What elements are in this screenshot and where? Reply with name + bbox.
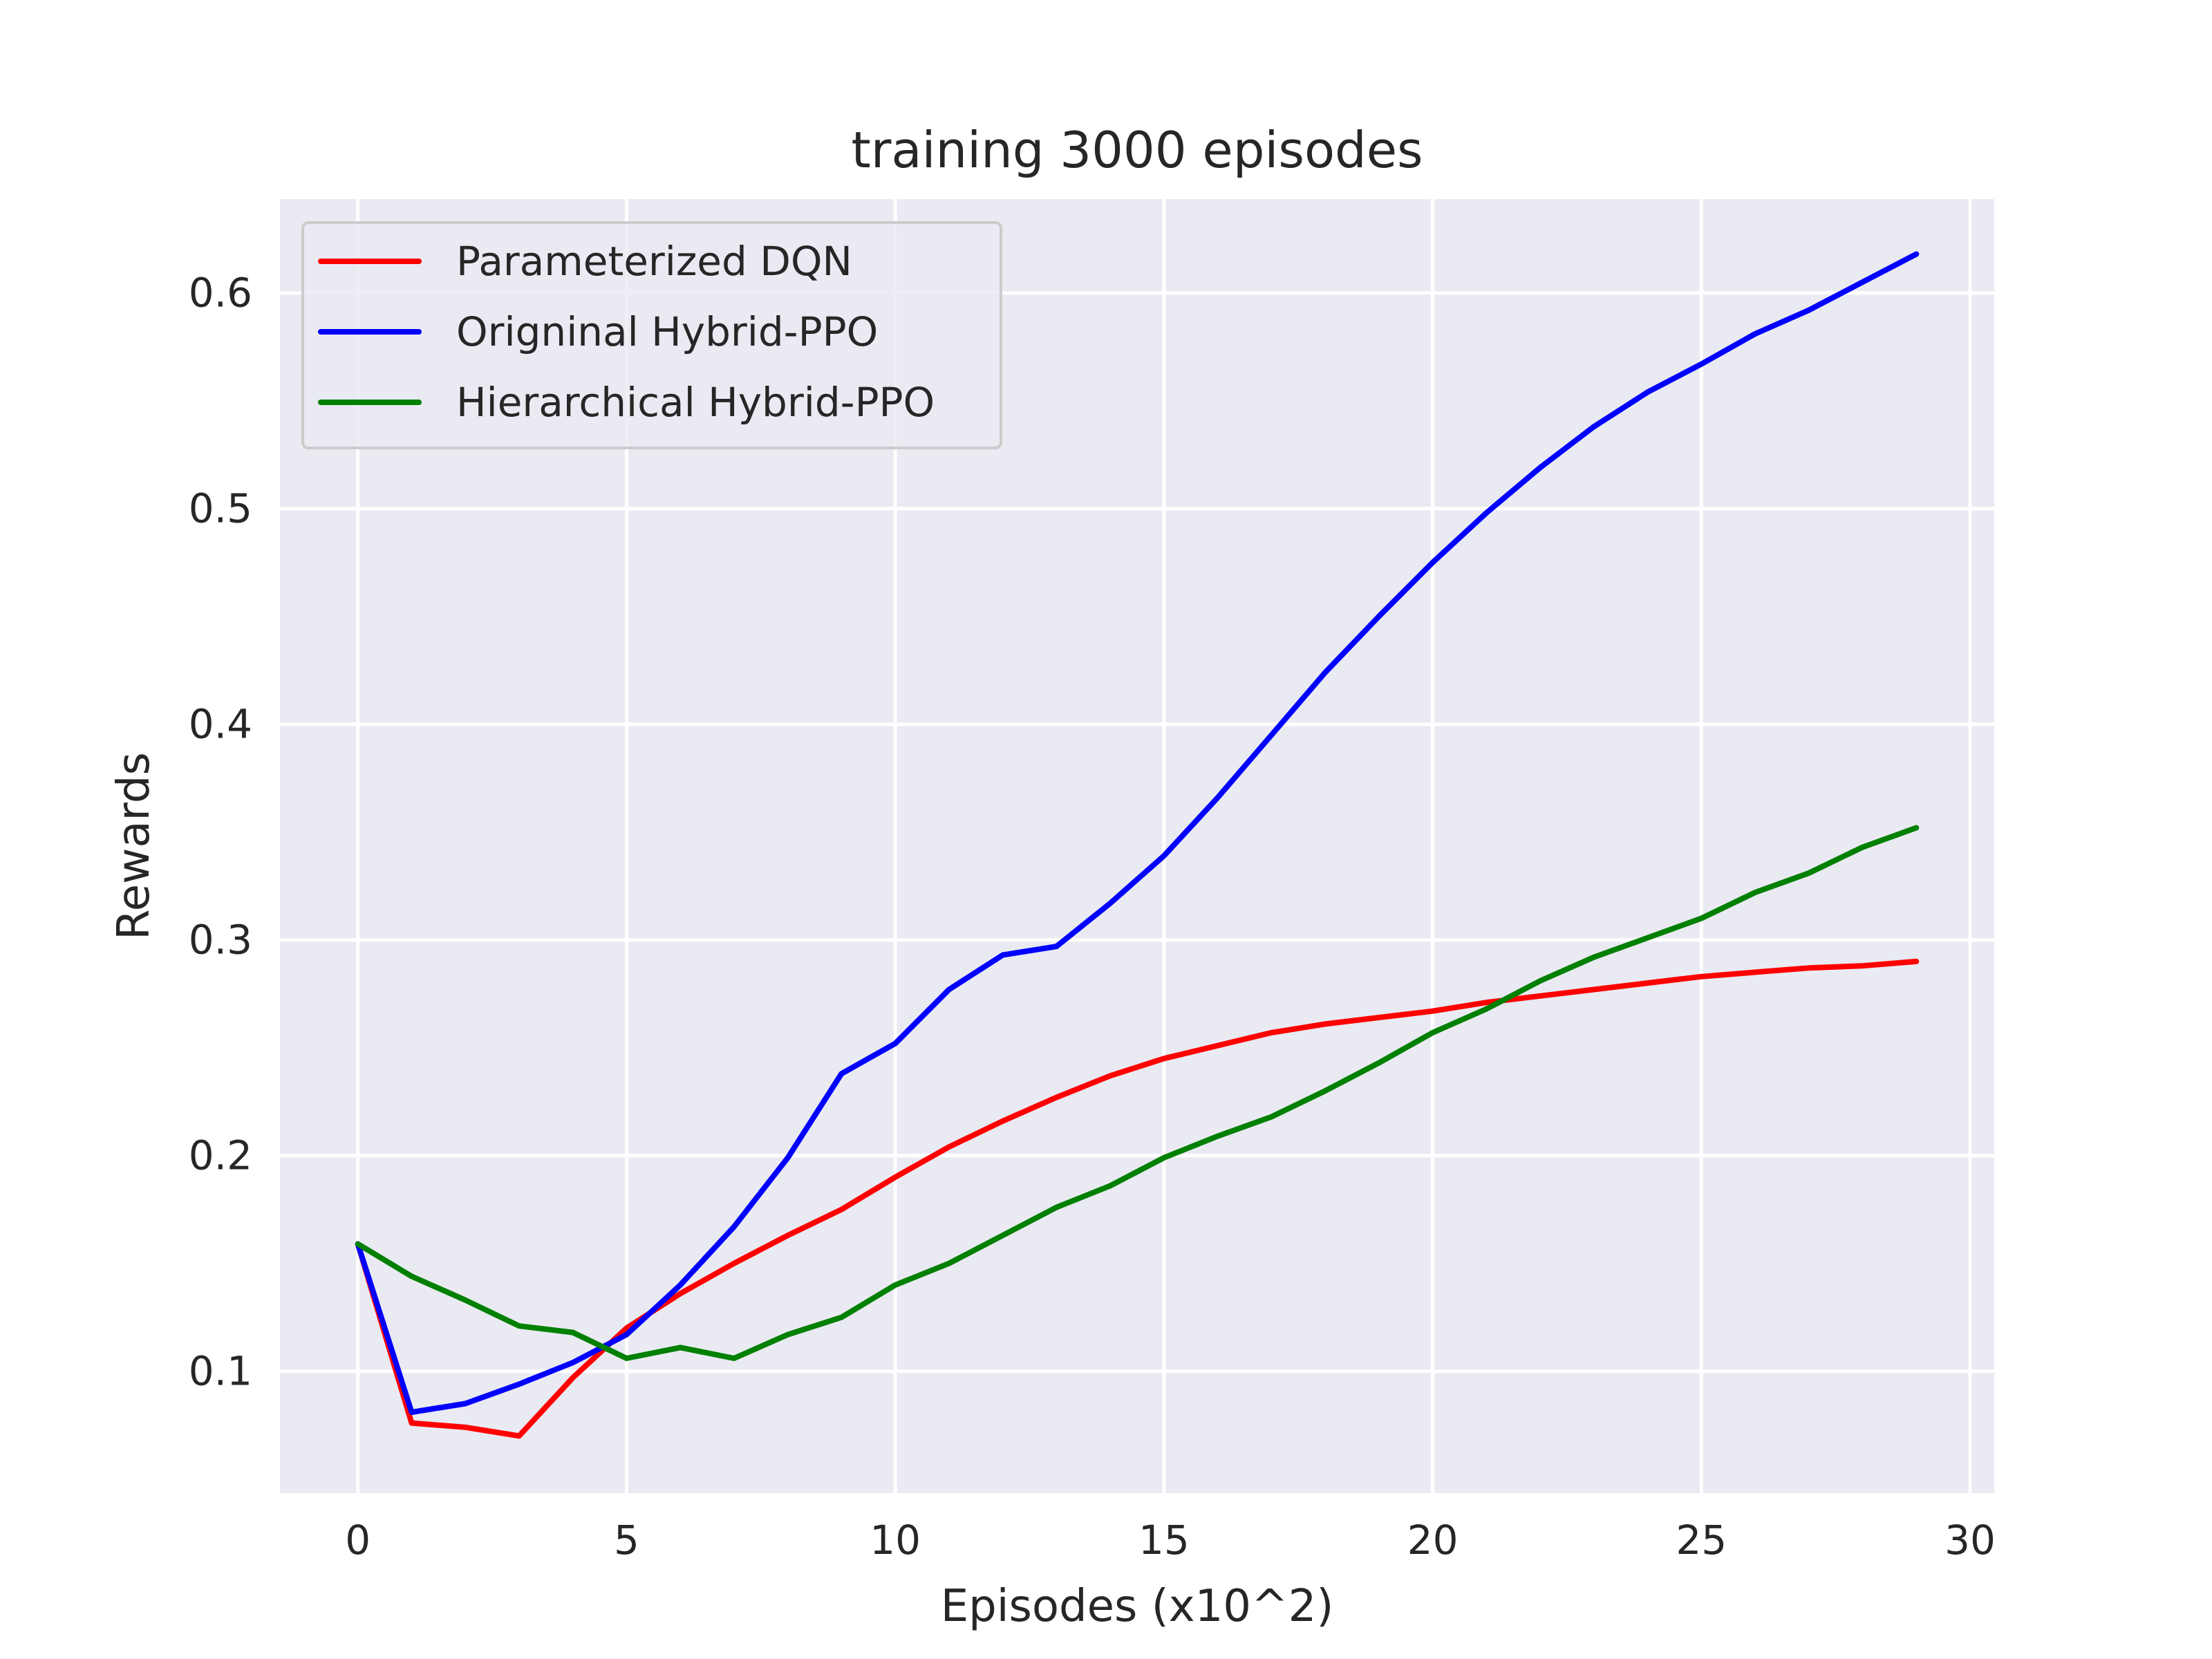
- x-tick-label: 0: [345, 1517, 371, 1564]
- y-tick-label: 0.1: [189, 1348, 252, 1395]
- x-tick-label: 25: [1676, 1517, 1727, 1564]
- legend-label: Origninal Hybrid-PPO: [456, 308, 878, 355]
- y-tick-label: 0.3: [189, 917, 252, 964]
- y-tick-label: 0.2: [189, 1132, 252, 1179]
- x-tick-label: 15: [1138, 1517, 1190, 1564]
- series-line-hierarchical-hybrid-ppo: [355, 825, 1920, 1361]
- tick-labels: 0 5 10 15 20 25 30 0.1 0.2 0.3 0.4 0.5 0.6: [189, 270, 1996, 1564]
- x-tick-label: 10: [870, 1517, 921, 1564]
- legend-label: Parameterized DQN: [456, 238, 852, 285]
- chart-title: training 3000 episodes: [851, 121, 1423, 179]
- legend-label: Hierarchical Hybrid-PPO: [456, 379, 935, 426]
- x-tick-label: 20: [1407, 1517, 1459, 1564]
- y-tick-label: 0.5: [189, 485, 252, 532]
- series-layer: [355, 251, 1920, 1439]
- series-line-origninal-hybrid-ppo: [355, 251, 1920, 1415]
- x-tick-label: 30: [1944, 1517, 1996, 1564]
- y-axis-label: Rewards: [109, 752, 160, 940]
- x-axis-label: Episodes (x10^2): [941, 1581, 1334, 1632]
- y-tick-label: 0.6: [189, 270, 252, 317]
- x-tick-label: 5: [614, 1517, 639, 1564]
- legend: Parameterized DQN Origninal Hybrid-PPO Hie…: [301, 221, 1002, 449]
- legend-box: [301, 221, 1002, 449]
- y-tick-label: 0.4: [189, 701, 252, 748]
